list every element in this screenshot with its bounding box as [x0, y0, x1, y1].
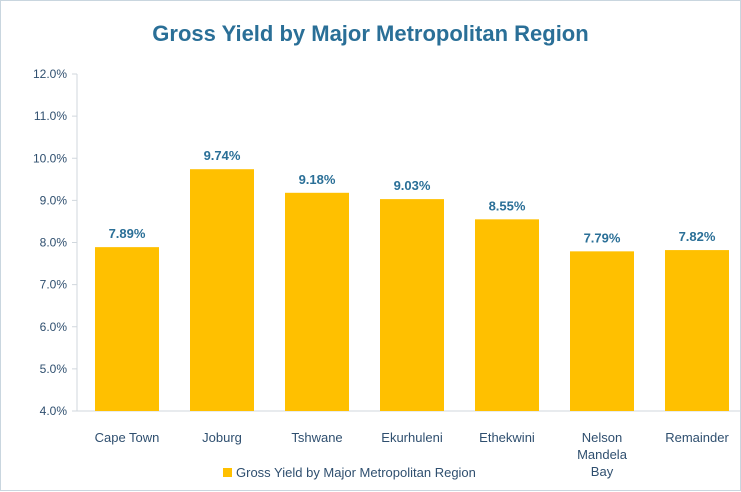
chart-title: Gross Yield by Major Metropolitan Region	[152, 21, 589, 46]
bar	[380, 199, 444, 411]
data-label: 9.18%	[299, 172, 336, 187]
y-tick-label: 12.0%	[33, 67, 67, 81]
y-tick-label: 10.0%	[33, 151, 67, 165]
legend-label: Gross Yield by Major Metropolitan Region	[236, 465, 476, 480]
y-tick-label: 9.0%	[40, 193, 68, 207]
y-tick-label: 4.0%	[40, 404, 68, 418]
legend-swatch	[223, 468, 232, 477]
x-tick-label: Remainder	[665, 430, 729, 445]
y-tick-label: 11.0%	[34, 109, 67, 123]
y-tick-label: 5.0%	[40, 362, 68, 376]
data-label: 9.03%	[394, 178, 431, 193]
bar	[665, 250, 729, 411]
x-tick-label: Bay	[591, 464, 614, 479]
x-tick-label: Mandela	[577, 447, 628, 462]
bar	[285, 192, 349, 411]
bar	[570, 251, 634, 411]
x-tick-label: Nelson	[582, 430, 622, 445]
bar	[475, 219, 539, 411]
bar	[95, 247, 159, 411]
y-tick-label: 6.0%	[40, 320, 68, 334]
bar	[190, 169, 254, 411]
x-tick-label: Cape Town	[95, 430, 160, 445]
data-label: 7.89%	[109, 226, 146, 241]
data-label: 8.55%	[489, 198, 526, 213]
x-tick-label: Ethekwini	[479, 430, 535, 445]
data-label: 7.79%	[584, 230, 621, 245]
x-tick-label: Tshwane	[291, 430, 342, 445]
y-tick-label: 8.0%	[40, 236, 68, 250]
y-tick-label: 7.0%	[40, 278, 68, 292]
data-label: 7.82%	[679, 229, 716, 244]
x-tick-label: Ekurhuleni	[381, 430, 443, 445]
chart-legend: Gross Yield by Major Metropolitan Region	[223, 465, 476, 480]
data-label: 9.74%	[204, 148, 241, 163]
x-tick-label: Joburg	[202, 430, 242, 445]
